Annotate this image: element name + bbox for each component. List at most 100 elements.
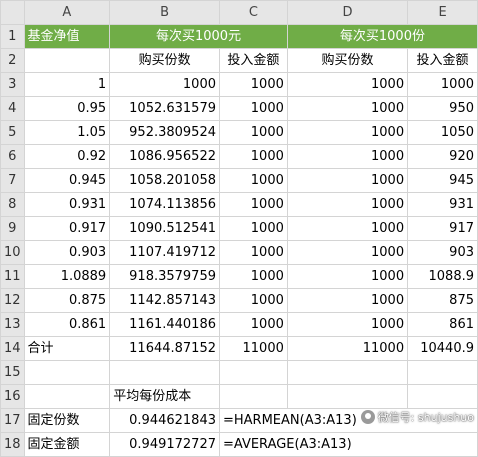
cell-a14[interactable]: 合计 <box>23 336 111 361</box>
column-header-d[interactable]: D <box>286 0 409 25</box>
cell-b1-merged[interactable]: 每次买1000元 <box>109 24 288 49</box>
row-header[interactable]: 3 <box>0 72 25 97</box>
cell-e[interactable]: 931 <box>407 192 478 217</box>
cell-d[interactable]: 1000 <box>286 168 409 193</box>
cell-c16[interactable] <box>219 384 288 409</box>
cell-d16[interactable] <box>286 384 409 409</box>
cell-d[interactable]: 1000 <box>286 192 409 217</box>
row-header[interactable]: 14 <box>0 336 25 361</box>
cell-b16[interactable]: 平均每份成本 <box>109 384 220 409</box>
cell-b[interactable]: 1086.956522 <box>109 144 220 169</box>
row-header[interactable]: 2 <box>0 48 25 73</box>
cell-c14[interactable]: 11000 <box>219 336 288 361</box>
cell-e[interactable]: 875 <box>407 288 478 313</box>
cell-c17-formula[interactable]: =HARMEAN(A3:A13) <box>219 408 478 433</box>
cell-a[interactable]: 0.861 <box>23 312 111 337</box>
cell-e[interactable]: 1000 <box>407 72 478 97</box>
row-header[interactable]: 8 <box>0 192 25 217</box>
cell-a1[interactable]: 基金净值 <box>23 24 111 49</box>
cell-b17[interactable]: 0.944621843 <box>109 408 220 433</box>
cell-e[interactable]: 917 <box>407 216 478 241</box>
cell-a[interactable]: 0.931 <box>23 192 111 217</box>
cell-a[interactable]: 1 <box>23 72 111 97</box>
row-header[interactable]: 4 <box>0 96 25 121</box>
cell-c[interactable]: 1000 <box>219 264 288 289</box>
cell-d[interactable]: 1000 <box>286 144 409 169</box>
cell-b[interactable]: 1000 <box>109 72 220 97</box>
cell-c[interactable]: 1000 <box>219 312 288 337</box>
cell-a2[interactable] <box>23 48 111 73</box>
cell-c[interactable]: 1000 <box>219 96 288 121</box>
cell-e15[interactable] <box>407 360 478 385</box>
cell-c[interactable]: 1000 <box>219 72 288 97</box>
cell-b15[interactable] <box>109 360 220 385</box>
cell-d15[interactable] <box>286 360 409 385</box>
cell-a15[interactable] <box>23 360 111 385</box>
cell-e[interactable]: 1088.9 <box>407 264 478 289</box>
cell-d[interactable]: 1000 <box>286 312 409 337</box>
cell-e[interactable]: 903 <box>407 240 478 265</box>
cell-d[interactable]: 1000 <box>286 120 409 145</box>
column-header-c[interactable]: C <box>219 0 288 25</box>
cell-a[interactable]: 0.917 <box>23 216 111 241</box>
row-header[interactable]: 9 <box>0 216 25 241</box>
cell-d1-merged[interactable]: 每次买1000份 <box>286 24 478 49</box>
row-header[interactable]: 17 <box>0 408 25 433</box>
cell-d[interactable]: 1000 <box>286 288 409 313</box>
row-header[interactable]: 10 <box>0 240 25 265</box>
cell-e[interactable]: 861 <box>407 312 478 337</box>
row-header[interactable]: 6 <box>0 144 25 169</box>
cell-b[interactable]: 1090.512541 <box>109 216 220 241</box>
cell-a[interactable]: 1.05 <box>23 120 111 145</box>
cell-c[interactable]: 1000 <box>219 192 288 217</box>
row-header[interactable]: 1 <box>0 24 25 49</box>
row-header[interactable]: 13 <box>0 312 25 337</box>
cell-a[interactable]: 0.903 <box>23 240 111 265</box>
cell-d[interactable]: 1000 <box>286 96 409 121</box>
column-header-a[interactable]: A <box>23 0 111 25</box>
cell-d[interactable]: 1000 <box>286 216 409 241</box>
cell-e2[interactable]: 投入金额 <box>407 48 478 73</box>
cell-d2[interactable]: 购买份数 <box>286 48 409 73</box>
cell-a[interactable]: 0.95 <box>23 96 111 121</box>
select-all-corner[interactable] <box>0 0 25 25</box>
column-header-b[interactable]: B <box>109 0 220 25</box>
cell-b[interactable]: 1161.440186 <box>109 312 220 337</box>
cell-e16[interactable] <box>407 384 478 409</box>
cell-a[interactable]: 1.0889 <box>23 264 111 289</box>
cell-c18-formula[interactable]: =AVERAGE(A3:A13) <box>219 432 478 457</box>
row-header[interactable]: 7 <box>0 168 25 193</box>
cell-c[interactable]: 1000 <box>219 288 288 313</box>
cell-b[interactable]: 1052.631579 <box>109 96 220 121</box>
cell-b[interactable]: 1142.857143 <box>109 288 220 313</box>
cell-c[interactable]: 1000 <box>219 168 288 193</box>
row-header[interactable]: 15 <box>0 360 25 385</box>
cell-e[interactable]: 950 <box>407 96 478 121</box>
row-header[interactable]: 5 <box>0 120 25 145</box>
cell-b2[interactable]: 购买份数 <box>109 48 220 73</box>
cell-e[interactable]: 920 <box>407 144 478 169</box>
cell-b18[interactable]: 0.949172727 <box>109 432 220 457</box>
cell-e[interactable]: 945 <box>407 168 478 193</box>
cell-c[interactable]: 1000 <box>219 216 288 241</box>
cell-d[interactable]: 1000 <box>286 240 409 265</box>
cell-b[interactable]: 1107.419712 <box>109 240 220 265</box>
column-header-e[interactable]: E <box>407 0 478 25</box>
cell-a[interactable]: 0.945 <box>23 168 111 193</box>
cell-c[interactable]: 1000 <box>219 120 288 145</box>
cell-c[interactable]: 1000 <box>219 144 288 169</box>
cell-e[interactable]: 1050 <box>407 120 478 145</box>
cell-d[interactable]: 1000 <box>286 72 409 97</box>
cell-c15[interactable] <box>219 360 288 385</box>
row-header[interactable]: 18 <box>0 432 25 457</box>
row-header[interactable]: 11 <box>0 264 25 289</box>
row-header[interactable]: 16 <box>0 384 25 409</box>
cell-d14[interactable]: 11000 <box>286 336 409 361</box>
cell-d[interactable]: 1000 <box>286 264 409 289</box>
cell-b[interactable]: 1074.113856 <box>109 192 220 217</box>
cell-b[interactable]: 918.3579759 <box>109 264 220 289</box>
cell-a17[interactable]: 固定份数 <box>23 408 111 433</box>
cell-b[interactable]: 952.3809524 <box>109 120 220 145</box>
cell-a16[interactable] <box>23 384 111 409</box>
cell-b14[interactable]: 11644.87152 <box>109 336 220 361</box>
